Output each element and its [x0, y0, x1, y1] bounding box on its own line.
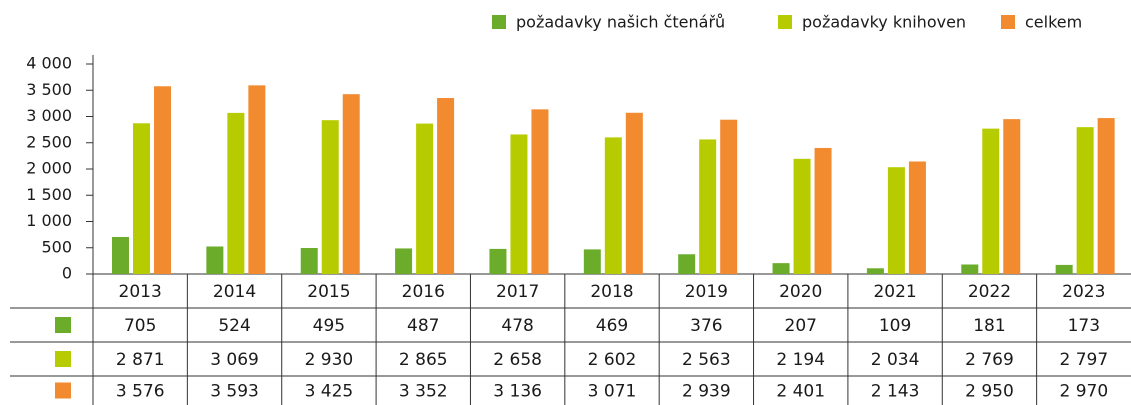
table-value: 478 — [501, 316, 533, 336]
x-tick-label: 2019 — [685, 282, 728, 302]
bar — [699, 139, 717, 274]
table-value: 2 865 — [399, 350, 448, 370]
bar — [583, 249, 601, 274]
bar — [772, 263, 790, 274]
table-value: 2 401 — [776, 382, 825, 402]
table-value: 2 950 — [965, 382, 1014, 402]
bar — [793, 158, 811, 274]
bar — [133, 123, 150, 275]
table-value: 2 658 — [493, 350, 542, 370]
bar — [300, 248, 318, 274]
y-tick-label: 2 500 — [26, 132, 72, 151]
bar — [961, 264, 979, 274]
table-value: 2 871 — [116, 350, 165, 370]
x-tick-label: 2013 — [119, 282, 162, 302]
bar — [416, 123, 434, 275]
bar — [1097, 118, 1115, 274]
table-value: 495 — [313, 316, 345, 336]
x-tick-label: 2018 — [590, 282, 633, 302]
y-tick-label: 3 500 — [26, 80, 72, 99]
x-tick-label: 2023 — [1062, 282, 1105, 302]
x-tick-label: 2022 — [968, 282, 1011, 302]
bar — [887, 167, 905, 274]
table-value: 3 352 — [399, 382, 448, 402]
bar — [489, 248, 507, 274]
table-value: 705 — [124, 316, 156, 336]
table-value: 3 136 — [493, 382, 542, 402]
bar — [321, 120, 339, 274]
bar — [531, 109, 549, 274]
table-value: 376 — [690, 316, 722, 336]
bar — [720, 119, 738, 274]
table-value: 2 939 — [682, 382, 731, 402]
y-tick-label: 1 000 — [26, 211, 72, 230]
y-tick-label: 0 — [62, 264, 72, 283]
bar — [866, 268, 884, 274]
y-tick-label: 3 000 — [26, 106, 72, 125]
x-tick-label: 2014 — [213, 282, 256, 302]
table-value: 2 194 — [776, 350, 825, 370]
legend-label: požadavky našich čtenářů — [516, 13, 725, 32]
x-tick-label: 2016 — [402, 282, 445, 302]
bar — [982, 128, 1000, 274]
table-value: 2 930 — [305, 350, 354, 370]
table-swatch — [55, 317, 71, 333]
table-value: 173 — [1068, 316, 1100, 336]
bar — [1003, 119, 1021, 274]
table-value: 3 425 — [305, 382, 354, 402]
table-value: 109 — [879, 316, 911, 336]
y-tick-label: 2 000 — [26, 159, 72, 178]
table-value: 2 602 — [588, 350, 637, 370]
table-value: 3 071 — [588, 382, 637, 402]
x-tick-label: 2017 — [496, 282, 539, 302]
table-value: 469 — [596, 316, 628, 336]
bar — [625, 112, 643, 275]
table-value: 2 970 — [1059, 382, 1108, 402]
legend-swatch — [778, 15, 792, 29]
bar — [510, 134, 528, 274]
bar — [112, 236, 129, 274]
y-tick-label: 1 500 — [26, 185, 72, 204]
bar — [437, 98, 455, 275]
bar — [227, 112, 245, 274]
bar — [248, 85, 266, 275]
table-value: 3 069 — [210, 350, 259, 370]
bar — [395, 248, 413, 274]
legend-swatch — [492, 15, 506, 29]
table-value: 2 769 — [965, 350, 1014, 370]
bar — [1055, 264, 1073, 274]
bar — [604, 137, 622, 274]
table-value: 487 — [407, 316, 439, 336]
legend-label: požadavky knihoven — [802, 13, 966, 32]
bar — [206, 246, 224, 274]
legend-swatch — [1001, 15, 1015, 29]
x-tick-label: 2015 — [307, 282, 350, 302]
bar — [814, 147, 832, 274]
table-value: 3 576 — [116, 382, 165, 402]
table-value: 524 — [218, 316, 250, 336]
bar — [1076, 127, 1094, 274]
table-value: 207 — [785, 316, 817, 336]
table-value: 181 — [973, 316, 1005, 336]
legend-label: celkem — [1025, 13, 1082, 32]
y-tick-label: 4 000 — [26, 54, 72, 73]
bar — [154, 86, 171, 274]
table-swatch — [55, 351, 71, 367]
table-value: 2 563 — [682, 350, 731, 370]
table-value: 2 797 — [1059, 350, 1108, 370]
bar — [342, 94, 360, 274]
x-tick-label: 2021 — [873, 282, 916, 302]
table-swatch — [55, 382, 71, 399]
table-value: 2 143 — [871, 382, 920, 402]
x-tick-label: 2020 — [779, 282, 822, 302]
bar — [678, 254, 696, 274]
table-value: 2 034 — [871, 350, 920, 370]
table-value: 3 593 — [210, 382, 259, 402]
bar — [908, 161, 926, 274]
y-tick-label: 500 — [41, 237, 72, 256]
